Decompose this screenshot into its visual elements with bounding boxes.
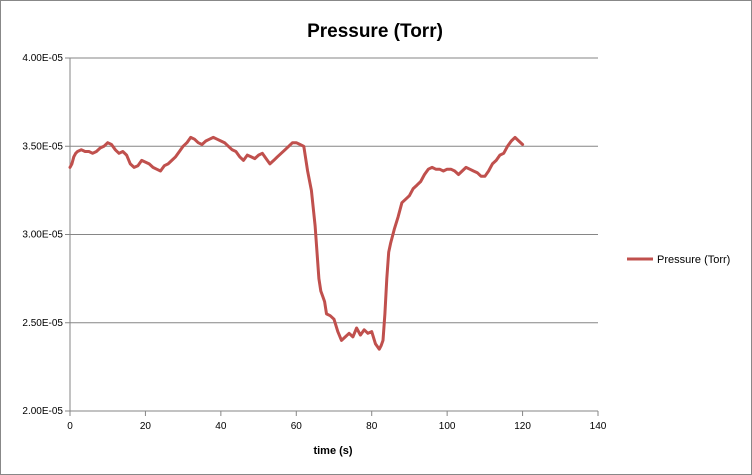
x-tick-label: 0 — [67, 421, 73, 432]
x-tick-label: 20 — [140, 421, 152, 432]
x-tick-label: 60 — [291, 421, 303, 432]
x-tick-label: 40 — [215, 421, 227, 432]
series-line — [68, 135, 525, 351]
legend-label: Pressure (Torr) — [657, 254, 730, 266]
x-tick-label: 120 — [514, 421, 531, 432]
y-tick-label: 4.00E-05 — [22, 53, 63, 64]
x-tick-label: 80 — [366, 421, 378, 432]
chart-title: Pressure (Torr) — [307, 21, 443, 42]
y-tick-label: 3.00E-05 — [22, 230, 63, 241]
x-tick-label: 140 — [590, 421, 607, 432]
legend: Pressure (Torr) — [627, 254, 730, 266]
series-layer — [68, 135, 525, 351]
y-tick-label: 2.00E-05 — [22, 406, 63, 417]
y-tick-label: 3.50E-05 — [22, 141, 63, 152]
x-axis-label: time (s) — [313, 445, 352, 457]
x-tick-label: 100 — [439, 421, 456, 432]
y-tick-label: 2.50E-05 — [22, 318, 63, 329]
gridlines — [70, 57, 598, 324]
axes: 2.00E-05 2.50E-05 3.00E-05 3.50E-05 4.00E-05… — [22, 53, 606, 432]
